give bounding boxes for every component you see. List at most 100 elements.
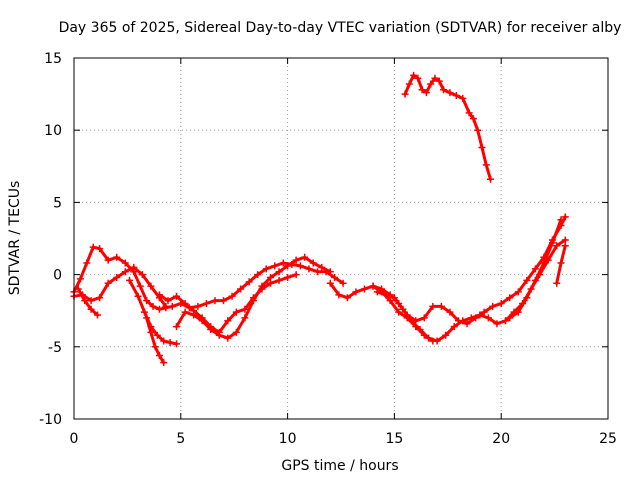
plus-marker bbox=[279, 259, 287, 267]
series-trace bbox=[72, 265, 168, 308]
series-arc-8 bbox=[326, 213, 569, 328]
plus-marker bbox=[267, 279, 275, 287]
x-axis-label: GPS time / hours bbox=[281, 458, 398, 474]
plus-marker bbox=[292, 271, 300, 279]
plus-marker bbox=[74, 285, 82, 293]
plus-marker bbox=[429, 302, 437, 310]
plus-marker bbox=[121, 268, 129, 276]
plus-marker bbox=[531, 265, 539, 273]
plus-marker bbox=[143, 314, 151, 322]
plus-marker bbox=[220, 297, 228, 305]
plus-marker bbox=[134, 292, 142, 300]
plus-marker bbox=[561, 242, 569, 250]
plus-marker bbox=[478, 144, 486, 152]
plus-marker bbox=[232, 308, 240, 316]
plus-marker bbox=[420, 331, 428, 339]
plus-marker bbox=[493, 320, 501, 328]
plus-marker bbox=[326, 268, 334, 276]
plus-marker bbox=[418, 86, 426, 94]
plus-marker bbox=[87, 305, 95, 313]
series-trace bbox=[76, 287, 99, 317]
plus-marker bbox=[557, 216, 565, 224]
plus-marker bbox=[459, 94, 467, 102]
plus-marker bbox=[395, 308, 403, 316]
plus-marker bbox=[480, 308, 488, 316]
plus-marker bbox=[305, 265, 313, 273]
series-arc-2 bbox=[70, 263, 170, 310]
plus-marker bbox=[162, 302, 170, 310]
plus-marker bbox=[440, 86, 448, 94]
plus-marker bbox=[401, 90, 409, 98]
plus-marker bbox=[136, 282, 144, 290]
plus-marker bbox=[143, 297, 151, 305]
plus-marker bbox=[149, 302, 157, 310]
x-tick-label: 25 bbox=[599, 431, 617, 447]
plus-marker bbox=[399, 305, 407, 313]
plus-marker bbox=[121, 259, 129, 267]
plus-marker bbox=[412, 323, 420, 331]
plus-marker bbox=[258, 285, 266, 293]
plus-marker bbox=[429, 337, 437, 345]
plus-marker bbox=[76, 275, 84, 283]
plus-marker bbox=[548, 239, 556, 247]
plus-marker bbox=[390, 294, 398, 302]
plus-marker bbox=[241, 314, 249, 322]
plus-marker bbox=[211, 297, 219, 305]
plus-marker bbox=[147, 282, 155, 290]
plus-marker bbox=[422, 89, 430, 97]
plus-marker bbox=[173, 292, 181, 300]
plus-marker bbox=[506, 314, 514, 322]
plus-marker bbox=[431, 74, 439, 82]
plus-marker bbox=[352, 288, 360, 296]
plus-marker bbox=[207, 323, 215, 331]
plus-marker bbox=[194, 302, 202, 310]
series-arc-10 bbox=[369, 282, 437, 345]
plus-marker bbox=[254, 271, 262, 279]
plus-marker bbox=[181, 308, 189, 316]
plus-marker bbox=[113, 273, 121, 281]
series-arc-9 bbox=[373, 236, 569, 345]
plus-marker bbox=[275, 268, 283, 276]
plus-marker bbox=[420, 314, 428, 322]
plus-marker bbox=[442, 331, 450, 339]
plus-marker bbox=[331, 273, 339, 281]
plus-marker bbox=[410, 71, 418, 79]
x-tick-label: 10 bbox=[279, 431, 297, 447]
plus-marker bbox=[140, 308, 148, 316]
plus-marker bbox=[93, 311, 101, 319]
plus-marker bbox=[190, 307, 198, 315]
plus-marker bbox=[339, 279, 347, 287]
plus-marker bbox=[378, 288, 386, 296]
plus-marker bbox=[474, 126, 482, 134]
plus-marker bbox=[452, 92, 460, 100]
plus-marker bbox=[489, 302, 497, 310]
plus-marker bbox=[467, 314, 475, 322]
plus-marker bbox=[326, 279, 334, 287]
plus-marker bbox=[561, 213, 569, 221]
y-tick-label: 15 bbox=[44, 51, 62, 67]
plus-marker bbox=[482, 161, 490, 169]
y-tick-label: -5 bbox=[48, 340, 62, 356]
plus-marker bbox=[241, 305, 249, 313]
grid bbox=[74, 58, 608, 419]
plus-marker bbox=[446, 308, 454, 316]
plus-marker bbox=[369, 282, 377, 290]
plus-marker bbox=[523, 276, 531, 284]
plus-marker bbox=[160, 337, 168, 345]
plus-marker bbox=[531, 276, 539, 284]
plus-marker bbox=[284, 262, 292, 270]
y-tick-label: -10 bbox=[39, 412, 62, 428]
plus-marker bbox=[540, 259, 548, 267]
plus-marker bbox=[96, 294, 104, 302]
series-arc-5 bbox=[143, 314, 168, 367]
plus-marker bbox=[284, 273, 292, 281]
series-arc-12 bbox=[553, 242, 569, 287]
plus-marker bbox=[523, 294, 531, 302]
plus-marker bbox=[168, 302, 176, 310]
plus-marker bbox=[224, 334, 232, 342]
plus-marker bbox=[232, 328, 240, 336]
plus-marker bbox=[202, 299, 210, 307]
plus-marker bbox=[126, 276, 134, 284]
series-trace bbox=[375, 238, 567, 343]
